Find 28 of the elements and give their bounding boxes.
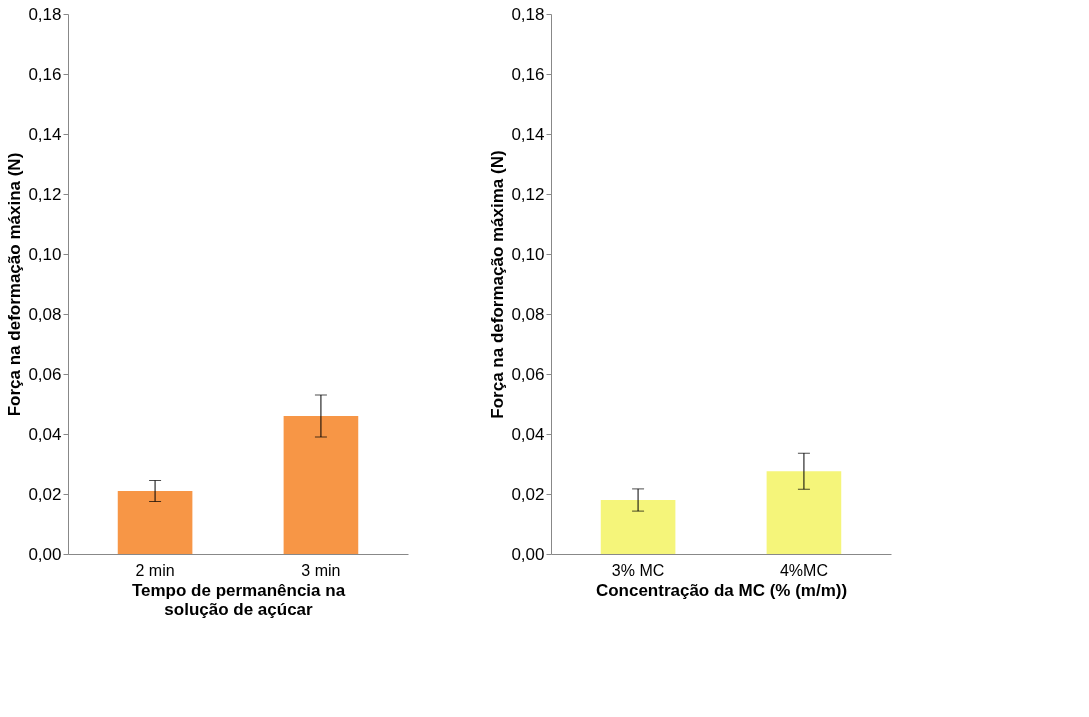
y-tick-label: 0,14 — [511, 124, 545, 144]
y-tick-label: 0,10 — [511, 244, 545, 264]
y-tick-label: 0,08 — [511, 304, 545, 324]
y-axis-title: Força na deformação máxima (N) — [488, 150, 508, 419]
x-tick-label: 2 min — [135, 561, 175, 579]
y-tick-label: 0,12 — [511, 184, 545, 204]
y-tick-label: 0,18 — [511, 4, 545, 24]
y-tick-label: 0,06 — [511, 364, 545, 384]
y-tick-label: 0,06 — [28, 364, 62, 384]
y-tick-label: 0,14 — [28, 124, 62, 144]
y-tick-label: 0,02 — [28, 484, 62, 504]
y-axis-title: Força na deformação máxina (N) — [5, 152, 25, 417]
y-tick-label: 0,08 — [28, 304, 62, 324]
y-tick-label: 0,04 — [511, 424, 545, 444]
x-axis-title: Tempo de permanência na solução de açúcar — [131, 580, 346, 619]
y-tick-label: 0,16 — [28, 64, 62, 84]
x-axis-title: Concentração da MC (% (m/m)) — [595, 580, 848, 600]
y-tick-label: 0,10 — [28, 244, 62, 264]
y-tick-label: 0,18 — [28, 4, 62, 24]
x-tick-label: 3 min — [301, 561, 341, 579]
y-tick-label: 0,00 — [28, 544, 62, 564]
y-tick-label: 0,12 — [28, 184, 62, 204]
x-tick-label: 3% MC — [611, 561, 665, 579]
y-tick-label: 0,04 — [28, 424, 62, 444]
y-tick-label: 0,00 — [511, 544, 545, 564]
y-tick-label: 0,02 — [511, 484, 545, 504]
y-tick-label: 0,16 — [511, 64, 545, 84]
x-tick-label: 4%MC — [779, 561, 828, 579]
